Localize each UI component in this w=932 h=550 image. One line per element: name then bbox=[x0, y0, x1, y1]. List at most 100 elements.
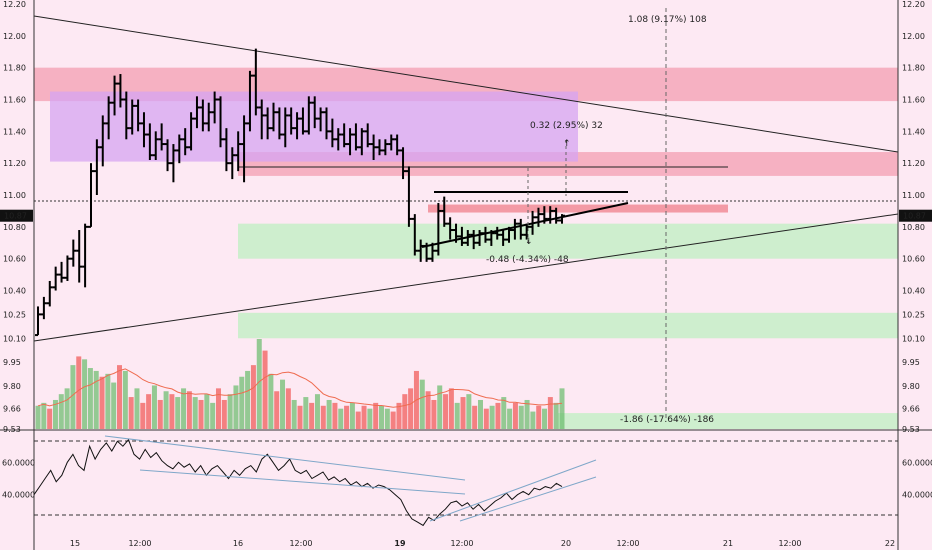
ohlc-bar bbox=[311, 96, 318, 129]
ohlc-bar bbox=[559, 214, 565, 224]
osc-rising-lower bbox=[459, 476, 597, 522]
support-zone-near bbox=[238, 223, 898, 259]
volume-bar bbox=[507, 408, 513, 429]
ohlc-bar bbox=[435, 202, 442, 256]
volume-bar bbox=[553, 402, 559, 429]
y-tick-right: 9.95 bbox=[902, 358, 920, 367]
y-tick-right: 10.25 bbox=[902, 310, 925, 319]
volume-bar bbox=[559, 388, 565, 429]
y-tick-right: 11.00 bbox=[902, 191, 925, 200]
y-tick-right: 9.80 bbox=[902, 382, 920, 391]
ohlc-bar bbox=[58, 261, 65, 283]
ohlc-bar bbox=[470, 230, 477, 250]
ohlc-bar bbox=[547, 206, 554, 224]
volume-bar bbox=[524, 399, 530, 429]
volume-bar bbox=[140, 402, 146, 429]
ohlc-bar bbox=[135, 99, 142, 132]
ohlc-bar bbox=[276, 107, 283, 140]
ohlc-bar bbox=[523, 223, 530, 240]
ohlc-bar bbox=[382, 139, 389, 156]
volume-bar bbox=[93, 370, 99, 429]
current-price-label-left: 10.87 bbox=[4, 212, 27, 221]
ohlc-bar bbox=[199, 99, 206, 132]
volume-bar bbox=[402, 394, 408, 429]
ohlc-bar bbox=[46, 280, 53, 307]
ohlc-bar bbox=[123, 91, 130, 140]
volume-bar bbox=[215, 388, 221, 429]
volume-bar bbox=[309, 402, 315, 429]
ohlc-bar bbox=[364, 123, 371, 148]
volume-bar bbox=[192, 397, 198, 429]
x-tick-label: 19 bbox=[394, 539, 406, 548]
y-tick-left: 12.00 bbox=[3, 32, 26, 41]
y-tick-left: 11.80 bbox=[3, 64, 26, 73]
ohlc-bar bbox=[241, 115, 248, 183]
volume-bar bbox=[443, 394, 449, 429]
volume-bar bbox=[285, 388, 291, 429]
ohlc-bar bbox=[211, 91, 218, 124]
volume-bar bbox=[530, 411, 536, 429]
ohlc-bar bbox=[517, 218, 524, 240]
volume-bar bbox=[379, 405, 385, 429]
volume-bar bbox=[122, 370, 128, 429]
volume-bar bbox=[501, 397, 507, 429]
osc-tick-right: 60.0000 bbox=[902, 458, 932, 467]
x-tick-label: 15 bbox=[70, 539, 80, 548]
y-tick-right: 11.40 bbox=[902, 127, 925, 136]
ohlc-bar bbox=[258, 99, 265, 140]
volume-bar bbox=[390, 411, 396, 429]
y-tick-right: 10.40 bbox=[902, 287, 925, 296]
ohlc-bar bbox=[464, 230, 471, 246]
y-tick-right: 12.20 bbox=[902, 0, 925, 9]
y-tick-left: 10.25 bbox=[3, 310, 26, 319]
volume-bar bbox=[518, 405, 524, 429]
y-tick-left: 12.20 bbox=[3, 0, 26, 9]
ohlc-bar bbox=[105, 96, 112, 140]
ohlc-bar bbox=[35, 306, 41, 337]
volume-bar bbox=[303, 397, 309, 429]
ohlc-bar bbox=[453, 223, 460, 243]
volume-bar bbox=[35, 405, 41, 429]
volume-bar bbox=[280, 379, 286, 429]
osc-tick-right: 40.0000 bbox=[902, 491, 932, 500]
ohlc-bar bbox=[317, 107, 324, 132]
current-price-label-right: 10.87 bbox=[903, 212, 926, 221]
volume-bar bbox=[157, 399, 163, 429]
volume-bar bbox=[361, 405, 367, 429]
volume-bar bbox=[151, 385, 157, 429]
measurement-label: -1.86 (-17.64%) -186 bbox=[620, 415, 714, 425]
ohlc-bar bbox=[376, 139, 383, 156]
volume-bar bbox=[117, 365, 123, 429]
volume-bar bbox=[314, 394, 320, 429]
ohlc-bar bbox=[405, 166, 412, 227]
ohlc-bar bbox=[235, 131, 242, 172]
x-tick-label: 12:00 bbox=[616, 539, 639, 548]
arrow-down-icon: ↓ bbox=[525, 237, 533, 247]
volume-bar bbox=[431, 399, 437, 429]
volume-bar bbox=[41, 402, 47, 429]
volume-bar bbox=[536, 405, 542, 429]
volume-bar bbox=[186, 391, 192, 429]
volume-bar bbox=[547, 397, 553, 429]
x-tick-label: 12:00 bbox=[450, 539, 473, 548]
y-tick-left: 10.80 bbox=[3, 223, 26, 232]
volume-bar bbox=[233, 385, 239, 429]
volume-bar bbox=[489, 405, 495, 429]
ohlc-bar bbox=[329, 118, 336, 148]
osc-tick-left: 40.0000 bbox=[2, 491, 35, 500]
volume-bar bbox=[105, 373, 111, 429]
ohlc-bar bbox=[99, 115, 106, 167]
ohlc-bar bbox=[158, 123, 165, 151]
measurement-label: -0.48 (-4.34%) -48 bbox=[486, 255, 569, 265]
ohlc-bar bbox=[417, 239, 424, 262]
ohlc-bar bbox=[270, 102, 277, 132]
ohlc-bar bbox=[182, 128, 189, 156]
ohlc-bar bbox=[288, 107, 295, 135]
osc-tick-left: 60.0000 bbox=[2, 458, 35, 467]
volume-bar bbox=[373, 402, 379, 429]
ohlc-bar bbox=[170, 144, 177, 183]
ohlc-bar bbox=[553, 207, 560, 224]
y-tick-left: 11.40 bbox=[3, 127, 26, 136]
